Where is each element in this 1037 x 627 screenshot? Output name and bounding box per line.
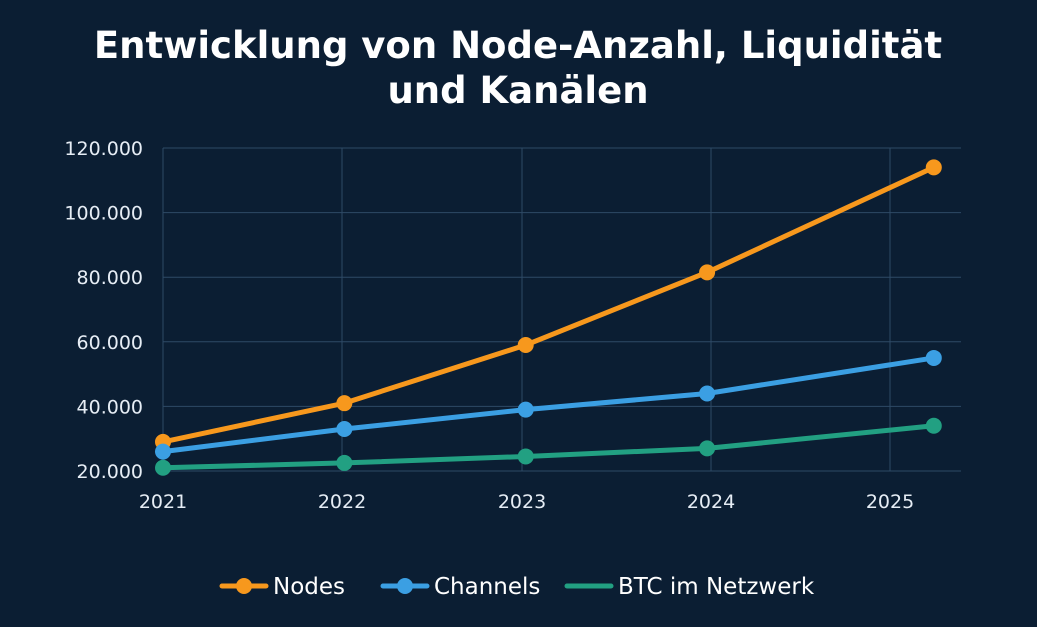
y-tick-label: 60.000 bbox=[77, 332, 143, 354]
data-point bbox=[699, 385, 716, 402]
legend-swatch-marker bbox=[397, 578, 413, 594]
x-axis-ticks: 2021 2022 2023 2024 2025 bbox=[139, 491, 914, 513]
data-point bbox=[336, 395, 353, 412]
legend-item: Channels bbox=[380, 574, 540, 600]
legend-label: Channels bbox=[434, 574, 540, 600]
series-1 bbox=[155, 349, 942, 460]
data-point bbox=[336, 421, 353, 438]
series-group bbox=[155, 159, 942, 476]
data-point bbox=[517, 337, 534, 354]
data-point bbox=[155, 459, 171, 476]
y-tick-label: 120.000 bbox=[64, 138, 143, 160]
x-tick-label: 2025 bbox=[866, 491, 914, 513]
x-tick-label: 2021 bbox=[139, 491, 187, 513]
data-point bbox=[925, 417, 942, 434]
data-point bbox=[925, 349, 942, 366]
data-point bbox=[925, 159, 942, 176]
data-point bbox=[699, 440, 716, 457]
data-point bbox=[336, 454, 353, 471]
data-point bbox=[155, 443, 171, 460]
grid bbox=[162, 147, 961, 472]
chart-title-line-1: Entwicklung von Node-Anzahl, Liquidität bbox=[94, 24, 942, 67]
legend-item: BTC im Netzwerk bbox=[564, 574, 815, 600]
y-tick-label: 80.000 bbox=[77, 267, 143, 289]
chart-title-line-2: und Kanälen bbox=[387, 69, 648, 112]
data-point bbox=[517, 401, 534, 418]
series-2 bbox=[155, 417, 942, 476]
series-line bbox=[160, 164, 937, 445]
legend-label: Nodes bbox=[273, 574, 345, 600]
x-tick-label: 2023 bbox=[498, 491, 546, 513]
y-tick-label: 100.000 bbox=[64, 203, 143, 225]
data-point bbox=[699, 264, 716, 281]
legend: Nodes Channels BTC im Netzwerk bbox=[219, 574, 815, 600]
y-tick-label: 40.000 bbox=[77, 396, 143, 418]
series-line bbox=[160, 423, 937, 471]
x-tick-label: 2022 bbox=[318, 491, 366, 513]
y-axis-ticks: 20.000 40.000 60.000 80.000 100.000 120.000 bbox=[64, 138, 143, 483]
x-tick-label: 2024 bbox=[687, 491, 735, 513]
legend-swatch-marker bbox=[236, 578, 252, 594]
data-point bbox=[517, 448, 534, 465]
legend-label: BTC im Netzwerk bbox=[618, 574, 815, 600]
y-tick-label: 20.000 bbox=[77, 461, 143, 483]
legend-item: Nodes bbox=[219, 574, 345, 600]
